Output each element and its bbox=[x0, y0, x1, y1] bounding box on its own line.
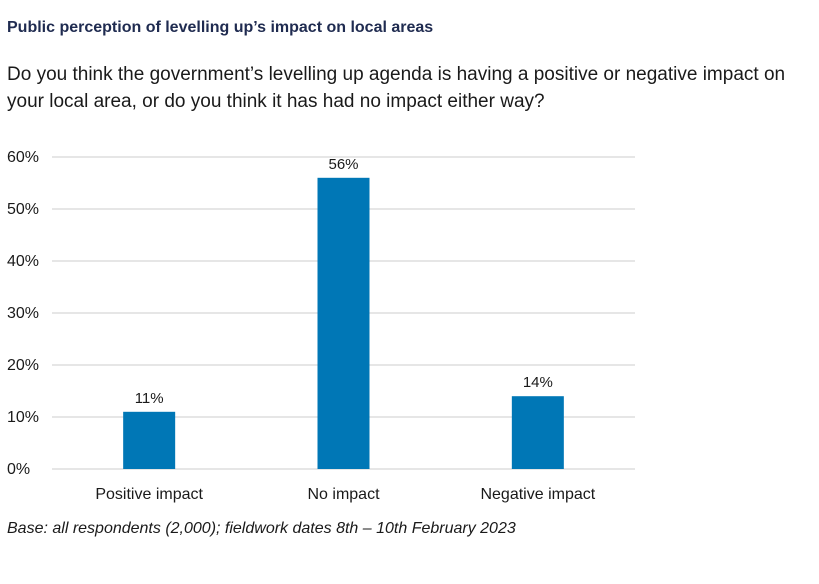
bars bbox=[123, 177, 564, 470]
data-label: 11% bbox=[135, 390, 164, 407]
bar-chart: 0% 10% 20% 30% 40% 50% 60% 11% 56% 14% Positive … bbox=[7, 149, 635, 503]
y-tick-label: 0% bbox=[7, 461, 30, 478]
x-category-label: No impact bbox=[307, 486, 380, 503]
chart-title: Public perception of levelling up’s impa… bbox=[7, 19, 434, 36]
y-tick-label: 40% bbox=[7, 253, 39, 270]
x-category-label: Negative impact bbox=[480, 486, 595, 503]
footnote: Base: all respondents (2,000); fieldwork… bbox=[7, 520, 516, 537]
y-tick-label: 30% bbox=[7, 305, 39, 322]
data-labels: 11% 56% 14% bbox=[135, 156, 553, 407]
bar bbox=[317, 177, 370, 470]
bar bbox=[511, 396, 564, 469]
y-tick-label: 10% bbox=[7, 409, 39, 426]
chart-subtitle: Do you think the government’s levelling … bbox=[7, 64, 786, 112]
y-tick-label: 60% bbox=[7, 149, 39, 166]
y-tick-label: 20% bbox=[7, 357, 39, 374]
y-tick-label: 50% bbox=[7, 201, 39, 218]
data-label: 14% bbox=[523, 374, 553, 391]
y-axis-ticks: 0% 10% 20% 30% 40% 50% 60% bbox=[7, 149, 39, 478]
x-axis-categories: Positive impact No impact Negative impact bbox=[95, 486, 595, 503]
data-label: 56% bbox=[328, 156, 358, 173]
bar bbox=[123, 411, 176, 469]
x-category-label: Positive impact bbox=[95, 486, 203, 503]
